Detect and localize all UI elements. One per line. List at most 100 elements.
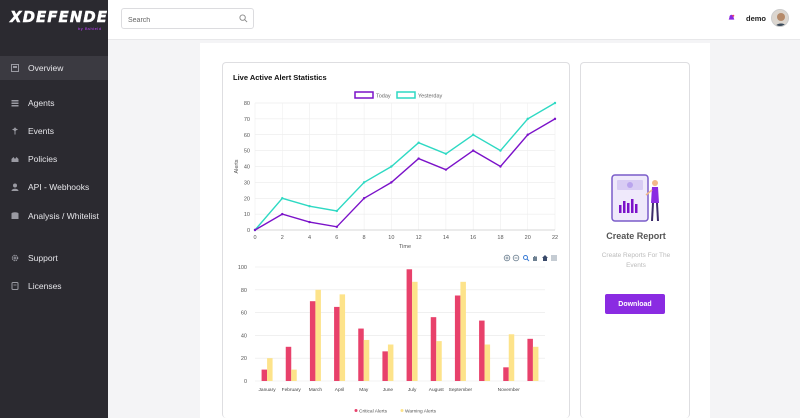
x-tick-label: 12	[416, 235, 422, 241]
create-report-panel: Create Report Create Reports For The Eve…	[580, 62, 690, 418]
legend-swatch[interactable]	[354, 91, 374, 99]
download-button[interactable]: Download	[605, 294, 665, 314]
dashboard-icon	[10, 63, 20, 73]
sidebar-item-agents[interactable]: Agents	[0, 91, 108, 115]
data-point	[499, 149, 502, 152]
zoom-out-icon[interactable]	[512, 254, 520, 262]
reset-home-icon[interactable]	[542, 255, 548, 261]
bar-warning-alerts[interactable]	[339, 294, 346, 381]
bar-critical-alerts[interactable]	[454, 295, 461, 382]
bar-warning-alerts[interactable]	[532, 346, 539, 381]
sidebar-item-events[interactable]: Events	[0, 119, 108, 143]
y-tick-label: 20	[244, 196, 250, 202]
data-point	[308, 220, 311, 224]
y-tick-label: 0	[247, 228, 250, 234]
bar-warning-alerts[interactable]	[387, 344, 394, 381]
user-icon	[10, 182, 20, 192]
logo-subtext: by Bshield	[78, 26, 102, 31]
sidebar-item-policies[interactable]: Policies	[0, 147, 108, 171]
bar-warning-alerts[interactable]	[508, 334, 515, 381]
bar-warning-alerts[interactable]	[436, 341, 442, 381]
menu-icon[interactable]	[551, 255, 557, 261]
bar-critical-alerts[interactable]	[479, 320, 485, 381]
bar-critical-alerts[interactable]	[382, 351, 388, 381]
legend-marker[interactable]	[354, 409, 358, 412]
zoom-in-icon[interactable]	[503, 254, 511, 262]
y-tick-label: 10	[244, 212, 250, 218]
sidebar-item-label: Support	[28, 253, 58, 263]
events-icon	[10, 126, 20, 136]
top-header: demo	[108, 0, 800, 40]
legend-label[interactable]: Warning Alerts	[405, 409, 437, 415]
x-tick-label: 8	[363, 235, 366, 241]
bar-warning-alerts[interactable]	[315, 289, 321, 381]
bar-critical-alerts[interactable]	[358, 328, 364, 381]
y-tick-label: 30	[244, 180, 250, 186]
zoom-icon[interactable]	[523, 255, 530, 262]
data-point	[362, 181, 366, 184]
logo-text: XDEFENDER	[10, 8, 121, 26]
sidebar-item-label: Events	[28, 126, 54, 136]
data-point	[335, 225, 339, 229]
bar-chart: 0 20 40 60 80 100 January February March April May…	[238, 254, 557, 415]
report-subtitle: Create Reports For The Events	[601, 252, 671, 269]
bar-critical-alerts[interactable]	[334, 306, 340, 381]
x-tick-label: June	[383, 387, 394, 393]
legend-label[interactable]: Today	[376, 94, 391, 100]
legend-label[interactable]: Critical Alerts	[359, 409, 388, 415]
bar-warning-alerts[interactable]	[267, 358, 273, 381]
x-tick-label: April	[335, 387, 345, 393]
bar-critical-alerts[interactable]	[309, 301, 316, 381]
y-tick-label: 100	[238, 265, 247, 271]
x-tick-label: 16	[470, 235, 476, 241]
logo[interactable]: XDEFENDER by Bshield	[0, 0, 120, 40]
bar-critical-alerts[interactable]	[406, 269, 413, 381]
sidebar-item-label: API - Webhooks	[28, 182, 90, 192]
data-point	[362, 197, 366, 200]
sidebar-item-overview[interactable]: Overview	[0, 56, 108, 80]
bar-warning-alerts[interactable]	[484, 344, 491, 381]
legend-label[interactable]: Yesterday	[418, 94, 443, 100]
x-tick-label: February	[282, 387, 302, 393]
x-tick-label: 0	[253, 235, 256, 241]
legend-marker[interactable]	[400, 409, 404, 412]
gear-icon	[10, 253, 20, 263]
bar-critical-alerts[interactable]	[430, 317, 437, 381]
avatar[interactable]	[771, 9, 789, 27]
search-icon[interactable]	[239, 14, 248, 23]
y-tick-label: 40	[241, 333, 247, 339]
sidebar-item-licenses[interactable]: Licenses	[0, 274, 108, 298]
sidebar-item-analysis-whitelist[interactable]: Analysis / Whitelist	[0, 204, 108, 228]
report-illustration	[611, 174, 659, 222]
bar-warning-alerts[interactable]	[412, 281, 418, 381]
y-tick-label: 40	[244, 165, 250, 171]
bar-warning-alerts[interactable]	[460, 281, 466, 381]
notification-icon[interactable]	[728, 14, 735, 21]
search-input[interactable]	[122, 11, 232, 30]
sidebar-item-label: Overview	[28, 63, 64, 73]
x-tick-label: 14	[443, 235, 449, 241]
data-point	[499, 165, 502, 168]
avatar-image	[772, 10, 788, 26]
line-chart: 0 10 20 30 40 50 60 70 80 0 2 4 6 8 10 12 14 16 18 20 22 Time…	[234, 91, 558, 250]
x-tick-label: 18	[497, 235, 503, 241]
sidebar-item-label: Analysis / Whitelist	[28, 211, 99, 221]
user-name[interactable]: demo	[746, 14, 767, 23]
bar-critical-alerts[interactable]	[503, 367, 509, 381]
x-tick-label: 2	[281, 235, 284, 241]
sidebar-item-api-webhooks[interactable]: API - Webhooks	[0, 175, 108, 199]
legend-swatch[interactable]	[396, 91, 416, 99]
pan-icon[interactable]	[533, 256, 537, 261]
bar-critical-alerts[interactable]	[527, 338, 533, 381]
x-tick-label: March	[309, 387, 323, 393]
y-tick-label: 60	[244, 133, 250, 139]
bar-warning-alerts[interactable]	[291, 369, 297, 381]
bar-warning-alerts[interactable]	[363, 339, 370, 381]
sidebar-item-support[interactable]: Support	[0, 246, 108, 270]
bar-critical-alerts[interactable]	[285, 346, 292, 381]
data-point	[390, 181, 393, 184]
x-tick-label: November	[498, 387, 521, 393]
data-point	[526, 117, 529, 121]
y-tick-label: 70	[244, 117, 250, 123]
bar-critical-alerts[interactable]	[261, 369, 268, 381]
